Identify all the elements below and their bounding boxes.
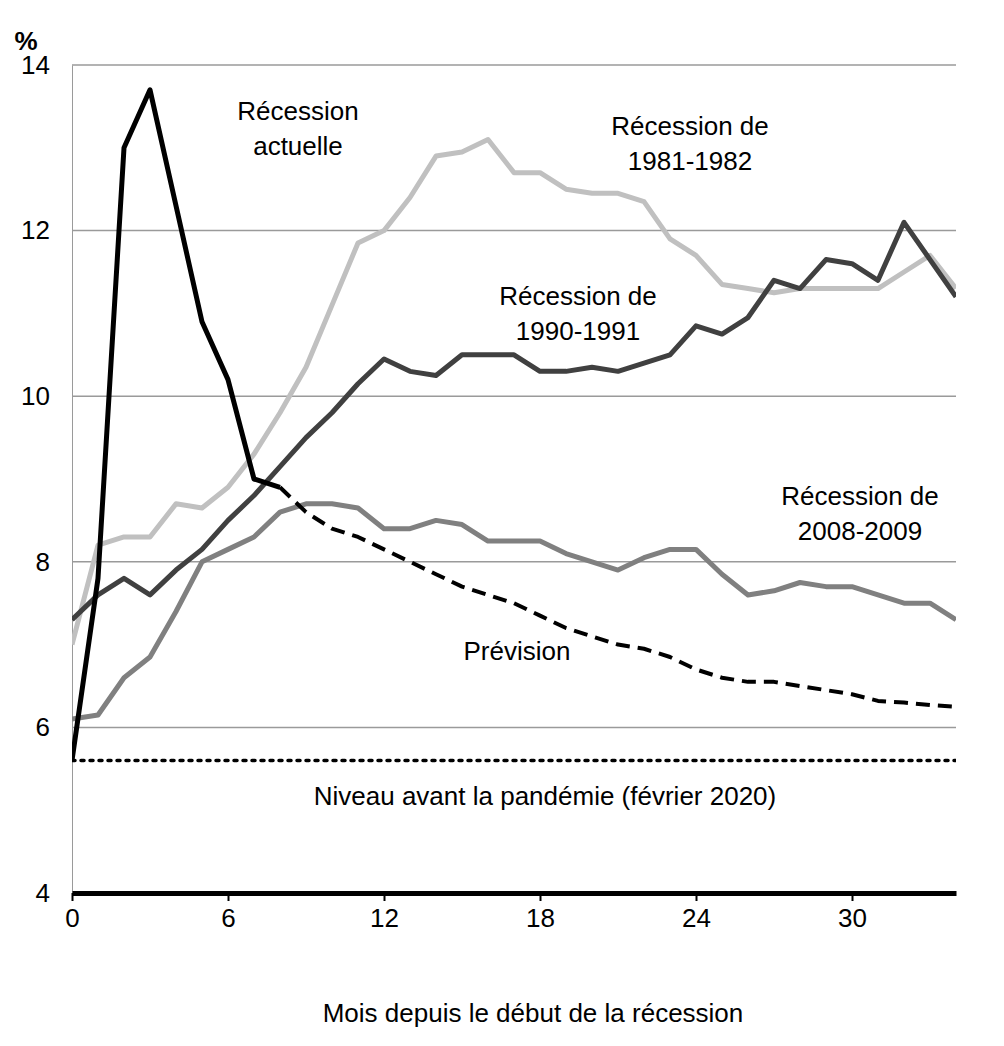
- x-tick-label: 0: [65, 903, 79, 933]
- x-tick: 6: [221, 893, 235, 933]
- series-line: [280, 487, 956, 706]
- x-tick-label: 24: [682, 903, 711, 933]
- x-tick: 30: [838, 893, 867, 933]
- y-tick: 8: [36, 547, 72, 577]
- y-axis-title: %: [14, 26, 37, 56]
- y-tick: 10: [21, 381, 72, 411]
- x-axis: 0 6 12 18 24 30: [65, 893, 956, 933]
- x-tick-label: 12: [370, 903, 399, 933]
- grid: [72, 65, 956, 893]
- x-tick: 0: [65, 893, 79, 933]
- y-tick-label: 6: [36, 712, 50, 742]
- y-tick-label: 10: [21, 381, 50, 411]
- lines: [72, 90, 956, 761]
- grid-line: [72, 395, 956, 397]
- series-label: Niveau avant la pandémie (février 2020): [314, 781, 776, 811]
- x-axis-title: Mois depuis le début de la récession: [323, 998, 744, 1028]
- series-line: [72, 222, 956, 619]
- series-line: [72, 759, 956, 763]
- y-tick: 6: [36, 712, 72, 742]
- plot: 4681012140612182430: [21, 50, 956, 934]
- series-line: [72, 90, 280, 761]
- series-label: Récessionactuelle: [237, 96, 358, 161]
- series-label: Récession de1990-1991: [499, 281, 657, 346]
- grid-line: [72, 892, 956, 894]
- x-tick-mark: [228, 893, 230, 901]
- x-tick: 12: [370, 893, 399, 933]
- x-tick-label: 18: [526, 903, 555, 933]
- y-axis: 468101214: [21, 50, 72, 908]
- grid-line: [72, 230, 956, 232]
- grid-line: [72, 727, 956, 729]
- y-tick-label: 4: [36, 878, 50, 908]
- x-tick-mark: [384, 893, 386, 901]
- x-tick: 24: [682, 893, 711, 933]
- grid-line: [72, 64, 956, 66]
- y-tick-label: 12: [21, 215, 50, 245]
- y-tick-label: 8: [36, 547, 50, 577]
- x-tick-mark: [540, 893, 542, 901]
- series-label: Prévision: [464, 636, 571, 666]
- x-axis-line: [73, 891, 957, 896]
- series-line: [72, 504, 956, 719]
- series-label: Récession de2008-2009: [781, 481, 939, 546]
- series-line: [72, 140, 956, 645]
- x-tick: 18: [526, 893, 555, 933]
- x-tick-mark: [852, 893, 854, 901]
- y-axis-line: [72, 66, 73, 894]
- x-tick-mark: [696, 893, 698, 901]
- y-tick: 12: [21, 215, 72, 245]
- series-label: Récession de1981-1982: [611, 111, 769, 176]
- x-tick-label: 30: [838, 903, 867, 933]
- x-tick-label: 6: [221, 903, 235, 933]
- x-tick-mark: [72, 893, 74, 901]
- chart: 4681012140612182430%Mois depuis le début…: [0, 0, 1004, 1046]
